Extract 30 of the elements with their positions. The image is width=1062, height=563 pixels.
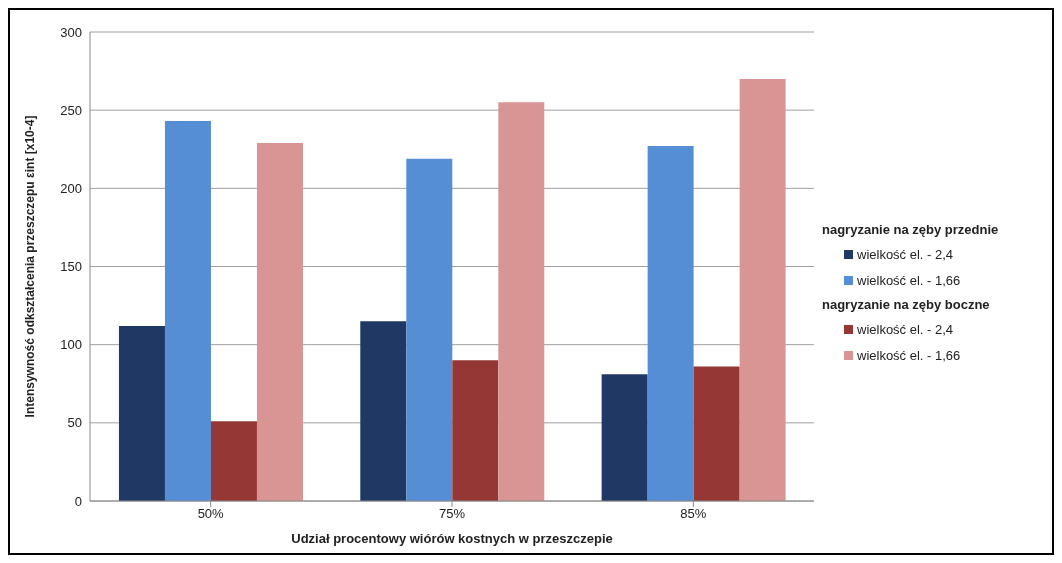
x-tick-label: 50% (197, 506, 225, 522)
y-tick-label: 100 (60, 337, 82, 353)
y-tick-label: 150 (60, 259, 82, 275)
x-tick-label: 85% (680, 506, 707, 522)
bar (693, 366, 740, 501)
bar (647, 146, 694, 501)
legend-label: wielkość el. - 2,4 (857, 246, 954, 262)
x-tick-label: 75% (438, 506, 466, 522)
y-axis-title: Intensywność odkształcenia przeszczepu εint [x10-4] (23, 115, 38, 418)
y-tick-label: 0 (74, 493, 82, 509)
bar (118, 325, 165, 501)
bar (739, 78, 786, 501)
bar (256, 143, 303, 501)
x-axis-title: Udział procentowy wiórów kostnych w przeszczepie (291, 531, 613, 546)
y-tick-label: 250 (60, 102, 82, 118)
y-tick-label: 200 (60, 180, 82, 196)
y-tick-label: 50 (67, 415, 82, 431)
text: nagryzanie na zęby przednie (822, 222, 999, 237)
legend-label: wielkość el. - 1,66 (857, 272, 961, 288)
bar (406, 158, 453, 501)
bar (360, 321, 407, 501)
text: nagryzanie na zęby boczne (822, 297, 991, 312)
legend-label: wielkość el. - 2,4 (857, 321, 954, 337)
bar (164, 121, 211, 501)
legend-label: wielkość el. - 1,66 (857, 347, 961, 363)
bar (210, 421, 257, 501)
bar (452, 360, 499, 501)
y-tick-label: 300 (60, 24, 82, 40)
bar (601, 374, 648, 501)
bar (498, 102, 545, 501)
